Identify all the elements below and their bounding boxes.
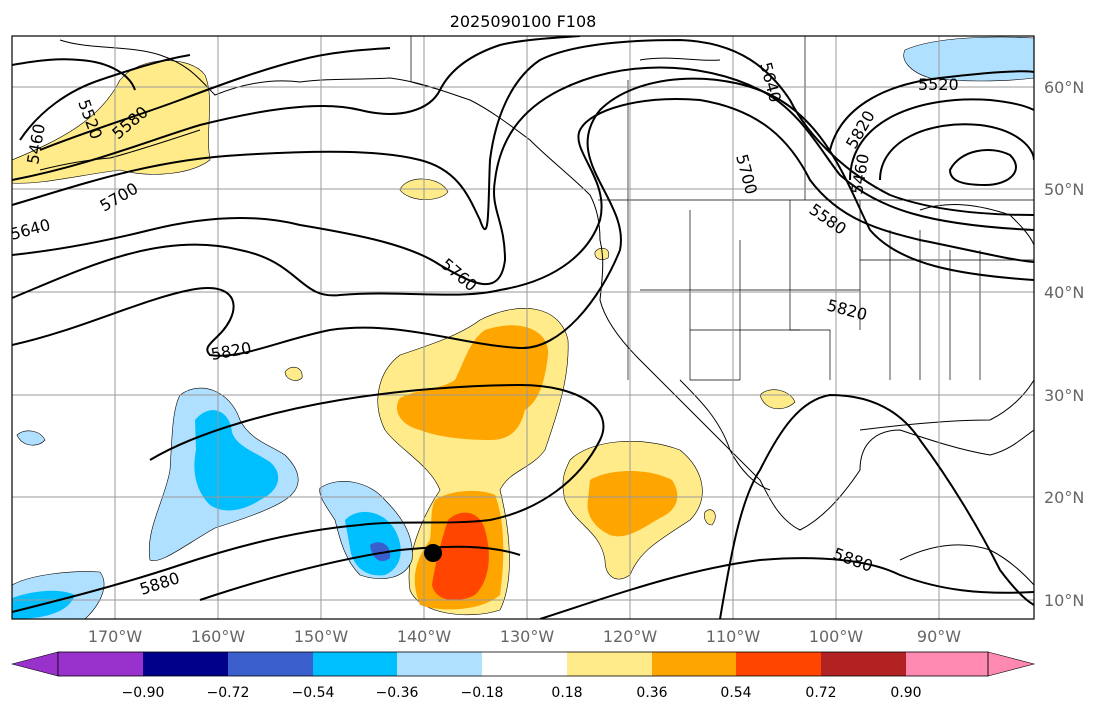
colorbar-tick: 0.18 — [551, 685, 582, 701]
positive-anomaly-high — [432, 512, 489, 601]
lat-label: 30°N — [1044, 386, 1084, 405]
lon-label: 140°W — [397, 627, 452, 646]
lat-label: 20°N — [1044, 488, 1084, 507]
contour-label: 5760 — [437, 255, 480, 296]
colorbar-tick: 0.90 — [890, 685, 921, 701]
colorbar-tick: −0.18 — [461, 685, 504, 701]
colorbar-tick: −0.36 — [376, 685, 419, 701]
height-contours — [12, 36, 1034, 619]
lon-label: 130°W — [500, 627, 555, 646]
colorbar-tick: −0.72 — [207, 685, 250, 701]
coastlines — [39, 39, 1034, 586]
contour-label: 5700 — [732, 152, 761, 196]
colorbar-extend-high — [987, 651, 1036, 677]
colorbar-swatch — [313, 652, 397, 676]
colorbar-frame — [57, 651, 989, 677]
lon-label: 110°W — [706, 627, 761, 646]
lat-label: 10°N — [1044, 591, 1084, 610]
latitude-labels: 60°N 50°N 40°N 30°N 20°N 10°N — [1044, 78, 1084, 610]
colorbar-swatch — [482, 652, 567, 676]
graticule — [12, 36, 1034, 619]
colorbar-tick: 0.54 — [720, 685, 751, 701]
lat-label: 40°N — [1044, 283, 1084, 302]
colorbar-swatch — [736, 652, 821, 676]
colorbar-swatch — [397, 652, 482, 676]
figure-title: 2025090100 F108 — [450, 12, 597, 31]
lon-label: 150°W — [294, 627, 349, 646]
colorbar-tick: −0.90 — [122, 685, 165, 701]
colorbar-swatch — [906, 652, 988, 676]
colorbar-swatch — [567, 652, 652, 676]
contour-label: 5640 — [8, 215, 52, 244]
lat-label: 60°N — [1044, 78, 1084, 97]
colorbar-swatch — [58, 652, 143, 676]
contour-label: 5880 — [831, 544, 876, 576]
colorbar: −0.90 −0.72 −0.54 −0.36 −0.18 0.18 0.36 … — [10, 651, 1036, 701]
contour-label: 5580 — [806, 200, 850, 239]
lat-label: 50°N — [1044, 180, 1084, 199]
negative-anomaly-high — [370, 542, 391, 562]
colorbar-swatch — [143, 652, 228, 676]
contour-label: 5880 — [137, 568, 182, 599]
storm-position-marker — [424, 544, 442, 562]
colorbar-swatch — [652, 652, 736, 676]
lon-label: 160°W — [191, 627, 246, 646]
contour-label: 5820 — [825, 296, 869, 325]
contour-label: 5820 — [209, 338, 252, 364]
contour-label: 5520 — [918, 75, 959, 94]
lon-label: 90°W — [917, 627, 961, 646]
negative-anomaly-northeast — [903, 36, 1034, 82]
longitude-labels: 170°W 160°W 150°W 140°W 130°W 120°W 110°… — [88, 627, 961, 646]
colorbar-extend-low — [10, 651, 59, 677]
lon-label: 120°W — [603, 627, 658, 646]
colorbar-swatch — [821, 652, 906, 676]
contour-label: 5640 — [756, 60, 785, 104]
colorbar-tick-labels: −0.90 −0.72 −0.54 −0.36 −0.18 0.18 0.36 … — [122, 685, 922, 701]
political-boundaries — [410, 36, 1034, 381]
lon-label: 100°W — [809, 627, 864, 646]
contour-label: 5700 — [97, 179, 142, 216]
lon-label: 170°W — [88, 627, 143, 646]
colorbar-tick: 0.36 — [636, 685, 667, 701]
map-area: 5520 5580 5640 5700 5760 5820 5880 5460 … — [8, 36, 1034, 619]
map-frame — [11, 35, 1035, 620]
colorbar-swatch — [228, 652, 313, 676]
colorbar-tick: 0.72 — [805, 685, 836, 701]
colorbar-tick: −0.54 — [292, 685, 335, 701]
